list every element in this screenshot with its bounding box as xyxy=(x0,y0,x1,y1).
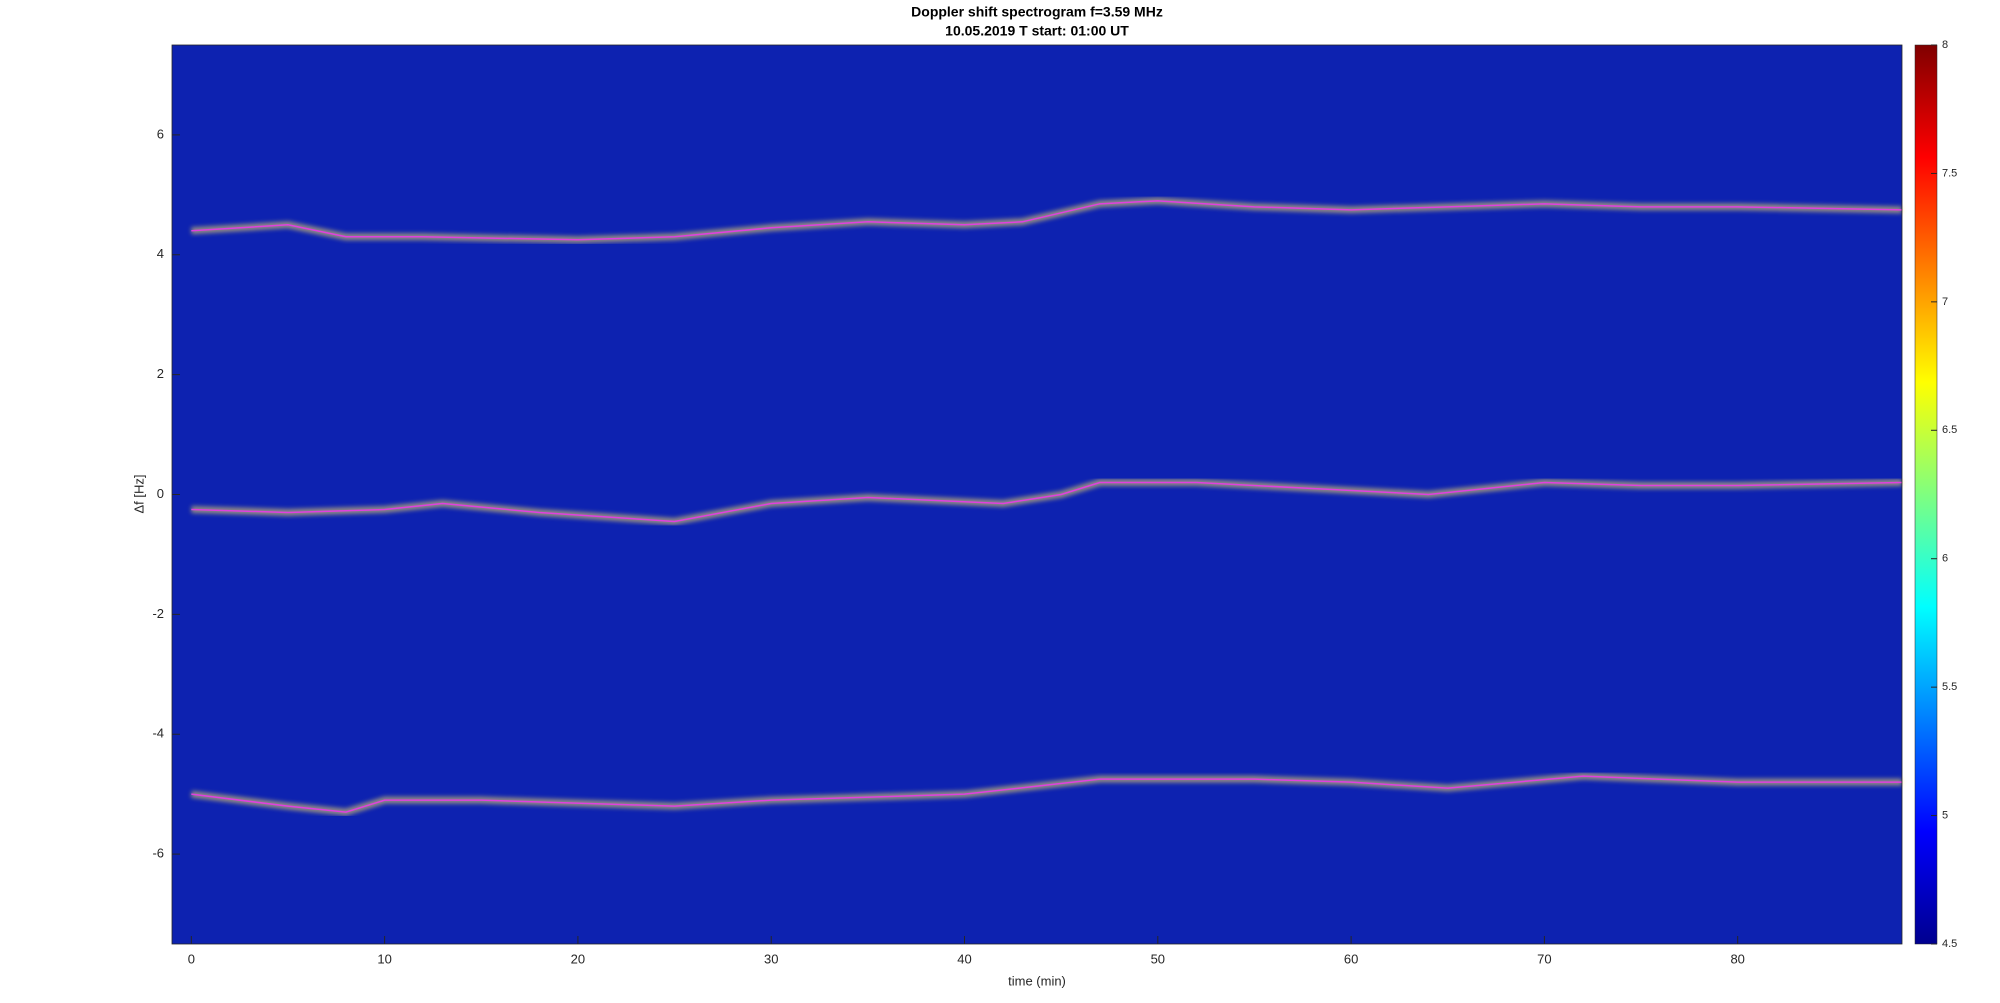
y-tick-label: 0 xyxy=(157,486,164,501)
y-axis-label: Δf [Hz] xyxy=(131,474,146,513)
colorbar-tick-label: 5.5 xyxy=(1942,681,1957,693)
trace-line xyxy=(191,200,1903,241)
y-tick-label: 4 xyxy=(157,246,164,261)
y-tick-label: -6 xyxy=(152,846,164,861)
colorbar xyxy=(1914,44,1938,945)
plot-area xyxy=(172,45,1902,944)
y-tick-label: -2 xyxy=(152,606,164,621)
x-tick-label: 20 xyxy=(571,951,585,966)
x-tick-label: 40 xyxy=(957,951,971,966)
chart-title: Doppler shift spectrogram f=3.59 MHz xyxy=(911,4,1163,20)
colorbar-tick-label: 7 xyxy=(1942,296,1948,308)
x-tick-label: 50 xyxy=(1151,951,1165,966)
colorbar-tick-label: 7.5 xyxy=(1942,167,1957,179)
x-tick-label: 0 xyxy=(188,951,195,966)
colorbar-tick-label: 6.5 xyxy=(1942,424,1957,436)
colorbar-tick-label: 6 xyxy=(1942,553,1948,565)
x-tick-label: 80 xyxy=(1730,951,1744,966)
colorbar-tick-label: 5 xyxy=(1942,809,1948,821)
colorbar-tick-label: 4.5 xyxy=(1942,938,1957,950)
trace-line xyxy=(191,481,1903,523)
x-tick-label: 60 xyxy=(1344,951,1358,966)
colorbar-tick-label: 8 xyxy=(1942,39,1948,51)
y-tick-label: 6 xyxy=(157,126,164,141)
y-tick-label: -4 xyxy=(152,726,164,741)
trace-line xyxy=(191,775,1902,813)
x-tick-label: 70 xyxy=(1537,951,1551,966)
y-tick-label: 2 xyxy=(157,366,164,381)
x-tick-label: 10 xyxy=(377,951,391,966)
chart-subtitle: 10.05.2019 T start: 01:00 UT xyxy=(945,23,1129,39)
x-axis-label: time (min) xyxy=(1008,973,1066,988)
x-tick-label: 30 xyxy=(764,951,778,966)
